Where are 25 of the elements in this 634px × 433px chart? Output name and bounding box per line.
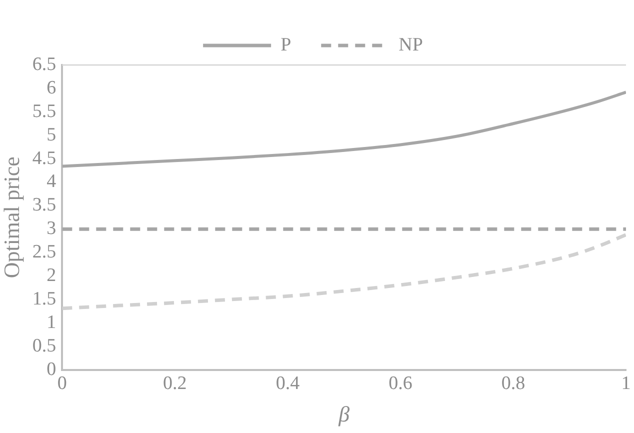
x-tick-label: 1	[621, 373, 631, 394]
y-tick-label: 4.5	[32, 148, 56, 169]
x-tick-label: 0.8	[501, 373, 526, 394]
y-tick-label: 0	[46, 358, 56, 380]
y-tick-label: 1	[46, 312, 56, 333]
y-tick-label: 4	[46, 171, 57, 192]
line-series	[62, 233, 626, 310]
y-tick-label: 5.5	[32, 100, 56, 122]
legend-label: NP	[398, 34, 423, 56]
y-tick-label: 5	[46, 124, 56, 146]
y-tick-label: 0.5	[32, 335, 56, 356]
x-axis-title: β	[338, 402, 350, 427]
legend-label: P	[280, 34, 292, 56]
y-tick-label: 6.5	[32, 54, 56, 75]
y-tick-label: 3	[46, 218, 56, 240]
x-tick-label: 0.2	[163, 373, 187, 394]
y-tick-label: 1.5	[32, 288, 56, 310]
y-tick-label: 2	[46, 265, 56, 286]
x-tick-label: 0.6	[388, 373, 412, 394]
y-tick-label: 6	[46, 77, 56, 98]
y-axis-title: Optimal price	[0, 156, 24, 278]
line-series	[62, 90, 626, 168]
y-tick-label: 2.5	[32, 242, 56, 263]
x-tick-label: 0.4	[276, 373, 300, 394]
y-tick-label: 3.5	[32, 194, 56, 216]
